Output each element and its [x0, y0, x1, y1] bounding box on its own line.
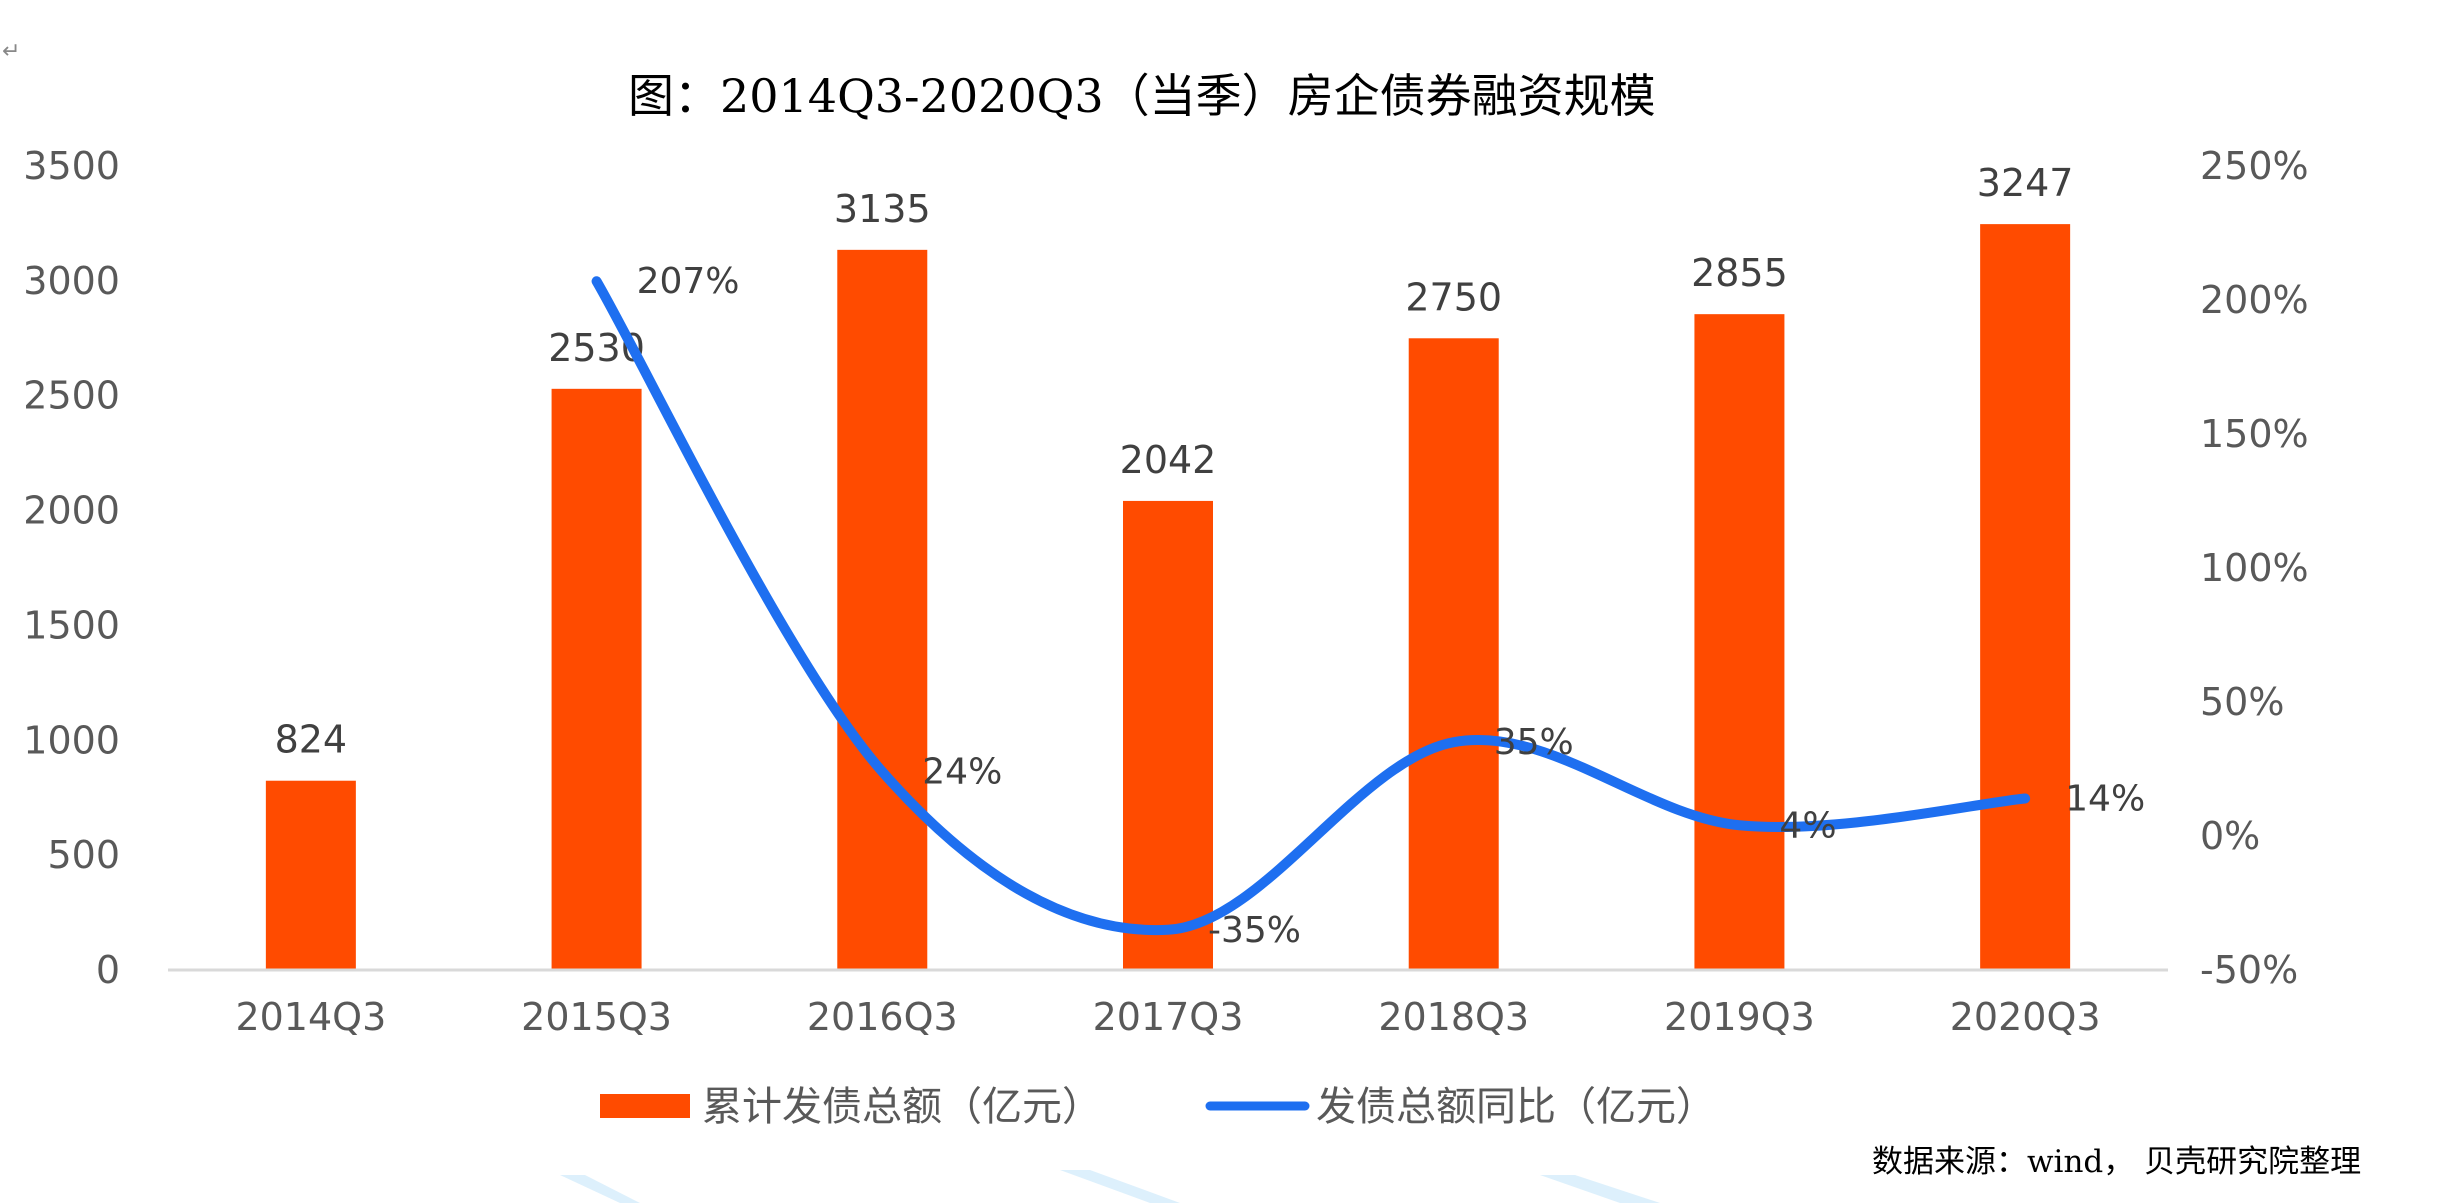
legend-label-line: 发债总额同比（亿元）	[1316, 1084, 1716, 1130]
left-y-tick-label: 500	[47, 833, 120, 877]
return-mark-top: ↵	[2, 39, 20, 64]
left-y-tick-label: 2000	[23, 489, 120, 533]
right-y-tick-label: 0%	[2200, 814, 2260, 858]
x-axis: 2014Q3 2015Q3 2016Q3 2017Q3 2018Q3 2019Q3 2020…	[235, 995, 2100, 1039]
x-tick-label: 2016Q3	[807, 995, 958, 1039]
bar	[837, 249, 928, 971]
left-y-tick-label: 1500	[23, 603, 120, 647]
legend-label-bar: 累计发债总额（亿元）	[702, 1084, 1102, 1130]
bar-data-label: 2855	[1691, 251, 1788, 295]
line-series-path	[591, 276, 2031, 936]
line-data-label: -35%	[1208, 910, 1301, 951]
x-tick-label: 2014Q3	[235, 995, 386, 1039]
right-y-tick-label: 50%	[2200, 680, 2284, 724]
right-y-tick-label: 250%	[2200, 144, 2309, 188]
bar-series	[265, 224, 2071, 971]
left-y-tick-label: 3500	[23, 144, 120, 188]
bar	[551, 388, 642, 970]
bar	[265, 780, 356, 970]
line-data-label: 4%	[1779, 805, 1836, 846]
line-series	[591, 276, 2031, 936]
x-tick-label: 2020Q3	[1950, 995, 2101, 1039]
right-y-tick-label: 100%	[2200, 546, 2309, 590]
line-data-label: 14%	[2065, 778, 2145, 819]
left-y-tick-label: 0	[96, 948, 120, 992]
line-data-label: 207%	[637, 261, 740, 302]
left-y-tick-label: 2500	[23, 374, 120, 418]
watermark	[560, 1170, 1660, 1203]
bar	[1123, 500, 1213, 970]
bar	[1408, 338, 1499, 970]
line-data-labels: 207% 24% -35% 35% 4% 14%	[637, 261, 2146, 951]
left-y-tick-label: 3000	[23, 259, 120, 303]
bar-data-label: 2750	[1405, 275, 1502, 319]
bar	[1694, 314, 1785, 970]
right-y-tick-label: 200%	[2200, 278, 2309, 322]
line-data-label: 24%	[922, 752, 1002, 793]
x-tick-label: 2018Q3	[1378, 995, 1529, 1039]
line-data-label: 35%	[1494, 722, 1574, 763]
right-y-tick-label: -50%	[2200, 948, 2298, 992]
bar-data-label: 3247	[1977, 161, 2074, 205]
x-tick-label: 2017Q3	[1093, 995, 1244, 1039]
left-y-axis: 0 500 1000 1500 2000 2500 3000 3500	[23, 144, 120, 992]
x-tick-label: 2015Q3	[521, 995, 672, 1039]
left-y-tick-label: 1000	[23, 718, 120, 762]
legend: 累计发债总额（亿元） 发债总额同比（亿元）	[600, 1084, 1716, 1130]
bar-data-label: 3135	[834, 187, 931, 231]
bar-data-label: 2042	[1120, 438, 1217, 482]
chart-title: 图：2014Q3-2020Q3（当季）房企债券融资规模	[628, 69, 1656, 123]
bar-data-label: 824	[275, 718, 348, 762]
legend-swatch-bar	[600, 1094, 690, 1118]
source-note: 数据来源：wind， 贝壳研究院整理	[1872, 1144, 2361, 1180]
right-y-axis: -50% 0% 50% 100% 150% 200% 250%	[2200, 144, 2309, 992]
bar	[1980, 224, 2071, 970]
x-tick-label: 2019Q3	[1664, 995, 1815, 1039]
right-y-tick-label: 150%	[2200, 412, 2309, 456]
